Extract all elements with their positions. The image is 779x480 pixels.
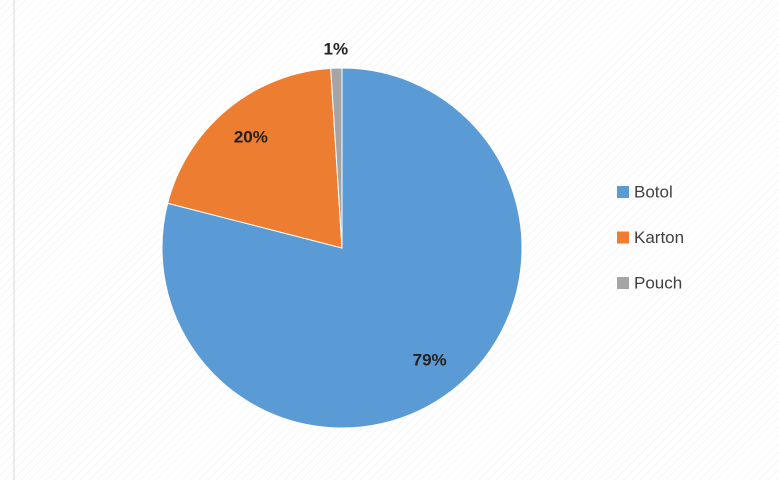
legend-label: Karton — [634, 228, 684, 247]
pie-slice — [167, 67, 343, 249]
chart-border — [13, 0, 15, 480]
pie — [161, 67, 523, 429]
data-labels: 79% 20% 1% — [234, 40, 447, 370]
legend-label: Pouch — [634, 273, 682, 292]
data-label: 1% — [323, 40, 348, 59]
legend-swatch — [617, 277, 629, 289]
pie-slice — [330, 67, 343, 249]
data-label: 20% — [234, 127, 268, 146]
legend: Botol Karton Pouch — [617, 182, 684, 292]
legend-label: Botol — [634, 182, 673, 201]
legend-swatch — [617, 186, 629, 198]
legend-swatch — [617, 231, 629, 244]
pie-slice — [161, 67, 523, 429]
data-label: 79% — [413, 350, 447, 369]
